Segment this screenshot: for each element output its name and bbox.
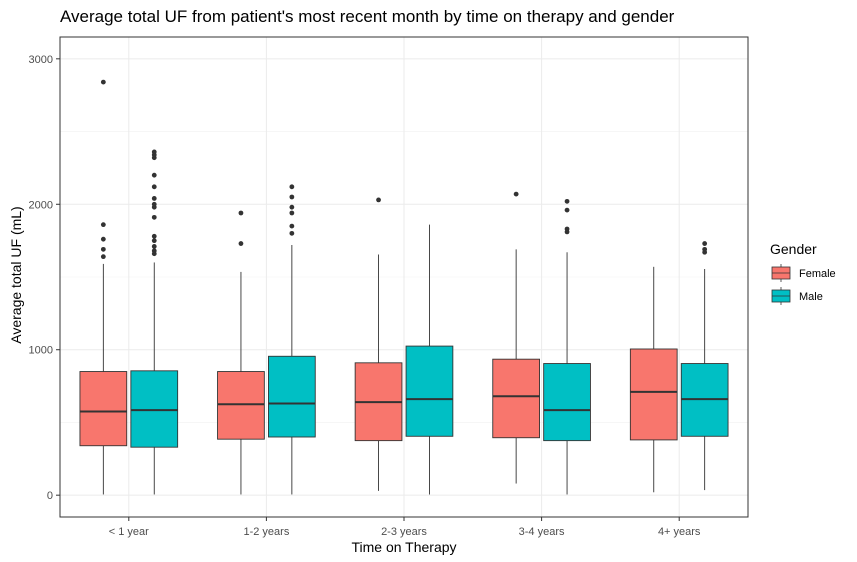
box-male (680, 241, 729, 491)
box-body (268, 355, 316, 438)
panel-border (59, 36, 749, 518)
legend-label-female: Female (799, 268, 836, 280)
outlier-point (289, 210, 295, 216)
box-body (79, 371, 128, 447)
outlier-point (151, 201, 157, 207)
outlier-point (289, 194, 295, 200)
outlier-point (151, 172, 157, 178)
outlier-point (100, 236, 106, 242)
outlier-point (289, 230, 295, 236)
legend-label-male: Male (799, 291, 823, 303)
legend-title: Gender (770, 241, 817, 257)
box-body (543, 363, 591, 442)
outlier-point (151, 184, 157, 190)
outlier-point (151, 149, 157, 155)
outlier-point (151, 244, 157, 249)
box-female (492, 191, 540, 484)
x-tick-label: 1-2 years (243, 526, 289, 538)
box-body (629, 348, 678, 441)
y-tick-label: 3000 (29, 54, 53, 66)
outlier-point (100, 79, 106, 85)
y-tick-label: 1000 (29, 345, 53, 357)
outlier-point (702, 241, 708, 246)
box-female (629, 266, 678, 493)
box-male (268, 184, 316, 495)
outlier-point (100, 246, 106, 252)
outlier-point (376, 197, 381, 203)
y-tick-label: 2000 (29, 199, 53, 211)
box-male (130, 149, 179, 495)
outlier-point (513, 191, 519, 197)
outlier-point (151, 238, 157, 244)
box-body (405, 345, 454, 437)
plot-marks (79, 79, 729, 495)
outlier-point (151, 248, 157, 254)
outlier-point (151, 196, 157, 201)
box-body (217, 371, 265, 440)
outlier-point (151, 214, 157, 220)
box-female (354, 197, 403, 491)
box-female (79, 79, 128, 495)
outlier-point (238, 241, 244, 246)
box-female (217, 210, 265, 495)
outlier-point (100, 254, 106, 260)
x-tick-label: 3-4 years (519, 526, 565, 538)
outlier-point (238, 210, 244, 216)
x-tick-label: < 1 year (109, 526, 149, 538)
legend: Gender Female Male (770, 241, 836, 305)
outlier-point (564, 207, 570, 213)
outlier-point (702, 246, 708, 252)
outlier-point (289, 184, 295, 190)
outlier-point (289, 204, 295, 210)
axes: 0 1000 2000 3000 < 1 year 1-2 years 2-3 years 3… (29, 36, 749, 538)
outlier-point (151, 233, 157, 239)
outlier-point (564, 198, 570, 204)
y-axis-title: Average total UF (mL) (8, 206, 24, 343)
x-tick-label: 4+ years (658, 526, 701, 538)
chart-title: Average total UF from patient's most rec… (60, 7, 675, 26)
box-male (543, 198, 591, 495)
x-axis-title: Time on Therapy (351, 539, 456, 555)
box-body (130, 370, 179, 448)
outlier-point (100, 222, 106, 228)
x-tick-label: 2-3 years (381, 526, 427, 538)
y-tick-label: 0 (47, 490, 53, 502)
outlier-point (564, 226, 570, 232)
box-body (492, 358, 540, 439)
box-male (405, 224, 454, 495)
outlier-point (289, 223, 295, 229)
